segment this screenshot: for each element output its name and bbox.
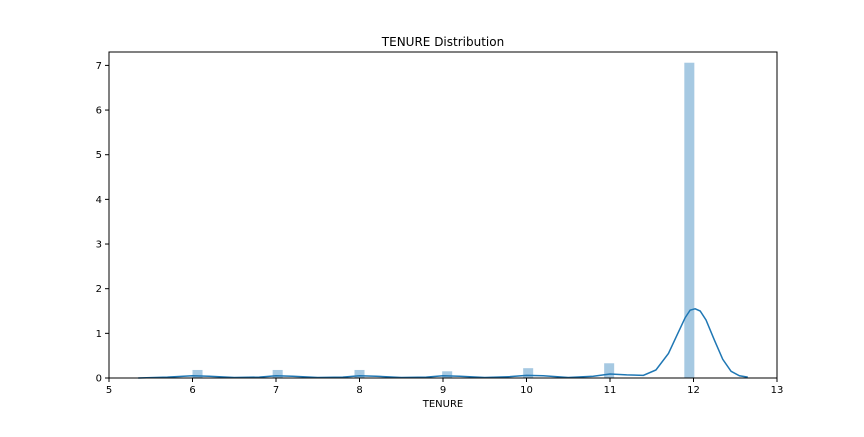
y-tick-label: 3 [96, 240, 102, 251]
histogram-bar [442, 371, 453, 378]
x-tick-label: 12 [687, 385, 700, 396]
x-axis-ticks: 5 6 7 8 9 10 11 12 13 [106, 378, 784, 396]
plot-frame [108, 51, 778, 379]
y-tick-label: 5 [96, 150, 102, 161]
x-tick-label: 7 [273, 385, 279, 396]
y-tick-label: 7 [96, 61, 102, 72]
x-tick-label: 9 [440, 385, 446, 396]
x-tick-label: 6 [189, 385, 195, 396]
kde-line [138, 307, 748, 379]
y-axis-ticks: 0 1 2 3 4 5 6 7 [96, 61, 109, 385]
chart-title: TENURE Distribution [381, 35, 504, 49]
histogram-bar [272, 369, 283, 378]
histogram-bar [354, 369, 365, 378]
x-tick-label: 10 [520, 385, 533, 396]
y-tick-label: 0 [96, 374, 102, 385]
y-tick-label: 6 [96, 106, 102, 117]
x-tick-label: 8 [356, 385, 362, 396]
histogram-bar [523, 368, 534, 378]
x-tick-label: 5 [106, 385, 112, 396]
y-tick-label: 2 [96, 284, 102, 295]
histogram-bar [604, 363, 615, 378]
histogram-bar [192, 369, 203, 378]
x-axis-label: TENURE [422, 399, 464, 410]
x-tick-label: 11 [604, 385, 617, 396]
x-tick-label: 13 [771, 385, 784, 396]
y-tick-label: 4 [96, 195, 102, 206]
histogram-bars [192, 62, 695, 379]
histogram-bar [684, 62, 695, 379]
y-tick-label: 1 [96, 329, 102, 340]
